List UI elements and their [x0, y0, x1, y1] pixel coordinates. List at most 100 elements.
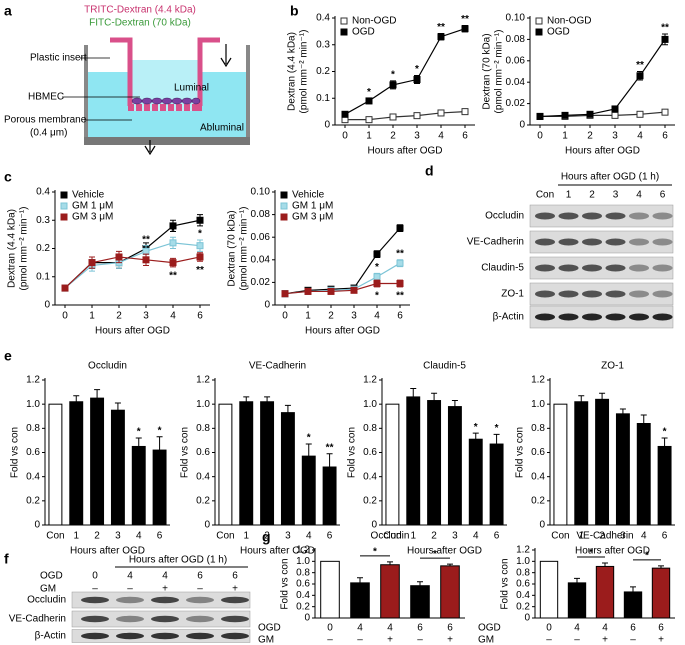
- x-tick-label: 1: [562, 131, 568, 142]
- y-tick-label: 0.02: [251, 277, 271, 288]
- y-tick-label: 0: [539, 520, 545, 531]
- significance-label: **: [196, 265, 204, 276]
- error-bar: [661, 437, 668, 447]
- data-point: [437, 33, 445, 41]
- data-point: [281, 290, 289, 298]
- error-bar: [640, 414, 647, 424]
- y-tick-label: 0.4: [36, 187, 50, 198]
- x-tick-label: 3: [143, 311, 149, 322]
- y-axis-label: Dextran (4.4 kDa): [7, 209, 18, 288]
- y-tick-label: 0.4: [296, 590, 310, 601]
- blot-band: [629, 238, 649, 246]
- blot-band: [221, 596, 249, 604]
- data-point: [327, 287, 335, 295]
- significance-label: **: [461, 14, 469, 25]
- x-tick-label: 6: [157, 531, 163, 542]
- x-axis-label: Hours after OGD: [565, 146, 640, 157]
- x-tick-label: –: [417, 635, 423, 645]
- bar: [567, 582, 587, 619]
- x-tick-label: 2: [328, 311, 334, 322]
- x-tick-label: 2: [116, 311, 122, 322]
- blot-band: [652, 313, 673, 321]
- chart-title: VE-Cadherin: [576, 531, 633, 542]
- x-tick-label: 6: [197, 311, 203, 322]
- data-point: [304, 287, 312, 295]
- series-line: [64, 256, 201, 289]
- y-tick-label: 0.10: [506, 13, 526, 24]
- data-point: [142, 256, 150, 264]
- y-tick-label: 0.2: [363, 495, 377, 506]
- data-point: [413, 76, 421, 84]
- panel-letter: c: [4, 169, 12, 185]
- y-tick-label: 0.4: [516, 590, 530, 601]
- x-tick-label: 4: [641, 531, 647, 542]
- bar: [447, 406, 462, 526]
- y-tick-label: 0.6: [296, 579, 310, 590]
- blot-title: Hours after OGD (1 h): [129, 555, 227, 566]
- y-tick-label: 0.6: [26, 447, 40, 458]
- chart-title: Claudin-5: [423, 361, 466, 372]
- chart-title: Occludin: [88, 361, 127, 372]
- blot-band: [535, 212, 555, 220]
- error-bar: [114, 402, 121, 411]
- y-axis-label: Fold vs con: [280, 558, 291, 609]
- y-tick-label: 0.4: [363, 471, 377, 482]
- x-tick-label: 1: [578, 531, 584, 542]
- significance-label: *: [391, 70, 395, 81]
- error-bar: [417, 581, 423, 586]
- y-tick-label: 0.4: [196, 471, 210, 482]
- bar: [595, 398, 610, 526]
- y-tick-label: 0.2: [196, 495, 210, 506]
- bar: [574, 401, 589, 526]
- data-point: [88, 259, 96, 267]
- error-bar: [431, 392, 438, 401]
- y-tick-label: 0.4: [531, 471, 545, 482]
- blot-row-label: ZO-1: [501, 289, 524, 300]
- blot-band: [151, 596, 179, 604]
- y-tick-label: 1.0: [196, 399, 210, 410]
- category-title: GM: [478, 635, 494, 645]
- x-tick-label: 6: [462, 131, 468, 142]
- data-point: [396, 280, 404, 288]
- blot-band: [558, 290, 579, 298]
- panel-letter: b: [290, 3, 299, 19]
- blot-band: [81, 632, 109, 640]
- lane-label: 4: [127, 571, 133, 582]
- blot-band: [629, 313, 649, 321]
- blot-band: [186, 615, 214, 623]
- x-tick-label: 6: [494, 531, 500, 542]
- blot-band: [582, 313, 602, 321]
- well-wall: [84, 45, 250, 138]
- series-line: [345, 111, 466, 121]
- data-point: [611, 111, 619, 119]
- chart-title: Occludin: [371, 531, 410, 542]
- blot-row-label: β-Actin: [493, 312, 524, 323]
- blot-band: [605, 264, 626, 272]
- blot-band: [151, 632, 179, 640]
- bar: [657, 445, 672, 526]
- blot-band: [605, 290, 626, 298]
- x-tick-label: 2: [599, 531, 605, 542]
- significance-label: *: [137, 427, 141, 438]
- x-tick-label: Con: [551, 531, 569, 542]
- y-tick-label: 0.6: [516, 579, 530, 590]
- lane-label: 4: [636, 190, 642, 201]
- axis-line: [549, 378, 675, 526]
- category-title: OGD: [478, 623, 501, 634]
- blot-band: [629, 212, 649, 220]
- panel-letter: g: [262, 529, 271, 545]
- diagram-label: (0.4 μm): [30, 128, 67, 139]
- legend-marker: [340, 17, 348, 25]
- data-point: [437, 109, 445, 117]
- x-axis-label: Hours after OGD: [575, 546, 650, 557]
- blot-row-label: Occludin: [485, 211, 524, 222]
- y-tick-label: 0.3: [36, 215, 50, 226]
- y-tick-label: 1.0: [516, 556, 530, 567]
- blot-band: [221, 615, 249, 623]
- x-tick-label: 1: [243, 531, 249, 542]
- series-line: [64, 219, 201, 289]
- lane-label: –: [127, 584, 133, 595]
- y-tick-label: 0: [519, 120, 525, 131]
- significance-label: *: [198, 229, 202, 240]
- y-tick-label: 1.2: [26, 375, 40, 386]
